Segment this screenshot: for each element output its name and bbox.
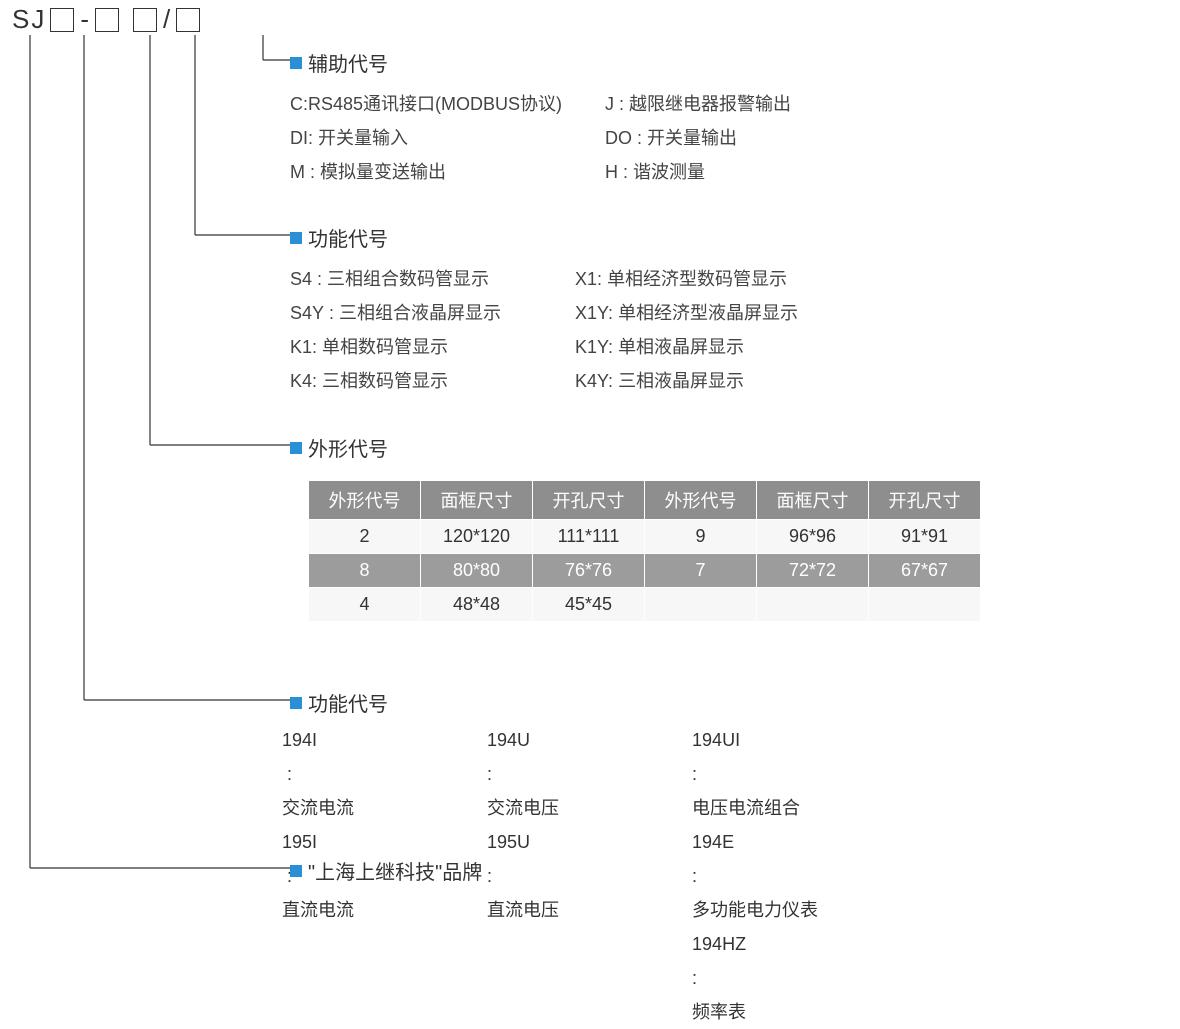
code-sep-dash: - [78, 4, 91, 35]
func1-title-row: 功能代号 [290, 223, 885, 252]
table-header: 面框尺寸 [757, 481, 869, 520]
bullet-icon [290, 697, 302, 709]
aux-item: J : 越限继电器报警输出 [605, 87, 915, 121]
table-header-row: 外形代号 面框尺寸 开孔尺寸 外形代号 面框尺寸 开孔尺寸 [309, 481, 981, 520]
aux-item: DO : 开关量输出 [605, 121, 915, 155]
func1-title: 功能代号 [308, 223, 388, 252]
bullet-icon [290, 442, 302, 454]
func2-item: 195U: 直流电压 [487, 825, 687, 927]
code-box-1 [50, 8, 74, 32]
func1-item: S4 : 三相组合数码管显示 [290, 262, 570, 296]
table-row: 2 120*120 111*111 9 96*96 91*91 [309, 520, 981, 554]
func1-item: K4: 三相数码管显示 [290, 364, 570, 398]
func1-items: S4 : 三相组合数码管显示 X1: 单相经济型数码管显示 S4Y : 三相组合… [290, 262, 885, 398]
section-shape: 外形代号 外形代号 面框尺寸 开孔尺寸 外形代号 面框尺寸 开孔尺寸 2 120… [290, 433, 981, 622]
table-header: 开孔尺寸 [533, 481, 645, 520]
shape-title: 外形代号 [308, 433, 388, 462]
func2-item [282, 995, 482, 1029]
code-prefix: SJ [12, 4, 46, 35]
bullet-icon [290, 865, 302, 877]
table-row: 8 80*80 76*76 7 72*72 67*67 [309, 554, 981, 588]
aux-title: 辅助代号 [308, 48, 388, 77]
func2-item [487, 995, 687, 1029]
aux-item: M : 模拟量变送输出 [290, 155, 600, 189]
bullet-icon [290, 232, 302, 244]
func1-item: K1Y: 单相液晶屏显示 [575, 330, 885, 364]
table-header: 外形代号 [309, 481, 421, 520]
table-header: 面框尺寸 [421, 481, 533, 520]
code-box-3 [133, 8, 157, 32]
func2-item: 194U: 交流电压 [487, 723, 687, 825]
brand-title: "上海上继科技"品牌 [308, 856, 482, 885]
section-brand: "上海上继科技"品牌 [290, 856, 482, 885]
shape-title-row: 外形代号 [290, 433, 981, 462]
aux-items: C:RS485通讯接口(MODBUS协议) J : 越限继电器报警输出 DI: … [290, 87, 915, 189]
table-header: 外形代号 [645, 481, 757, 520]
aux-item: H : 谐波测量 [605, 155, 915, 189]
brand-title-row: "上海上继科技"品牌 [290, 856, 482, 885]
table-row: 4 48*48 45*45 [309, 588, 981, 622]
section-aux: 辅助代号 C:RS485通讯接口(MODBUS协议) J : 越限继电器报警输出… [290, 48, 915, 189]
func1-item: K1: 单相数码管显示 [290, 330, 570, 364]
func2-title: 功能代号 [308, 688, 388, 717]
func2-item: 194E: 多功能电力仪表 [692, 825, 892, 927]
code-box-4 [176, 8, 200, 32]
product-code-row: SJ - / [12, 4, 200, 35]
func1-item: S4Y : 三相组合液晶屏显示 [290, 296, 570, 330]
func2-item: 194I : 交流电流 [282, 723, 482, 825]
aux-title-row: 辅助代号 [290, 48, 915, 77]
func2-title-row: 功能代号 [290, 688, 892, 717]
func1-item: X1: 单相经济型数码管显示 [575, 262, 885, 296]
section-func1: 功能代号 S4 : 三相组合数码管显示 X1: 单相经济型数码管显示 S4Y :… [290, 223, 885, 398]
shape-table: 外形代号 面框尺寸 开孔尺寸 外形代号 面框尺寸 开孔尺寸 2 120*120 … [308, 480, 981, 622]
func2-item: 194HZ: 频率表 [692, 927, 892, 1029]
bullet-icon [290, 57, 302, 69]
func1-item: X1Y: 单相经济型液晶屏显示 [575, 296, 885, 330]
code-box-2 [95, 8, 119, 32]
diagram-stage: SJ - / 辅助代号 C:RS485通讯接口(MODBUS协议) J : 越限… [0, 0, 1180, 906]
aux-item: DI: 开关量输入 [290, 121, 600, 155]
code-sep-slash: / [161, 4, 172, 35]
func2-item: 194UI: 电压电流组合 [692, 723, 892, 825]
func1-item: K4Y: 三相液晶屏显示 [575, 364, 885, 398]
aux-item: C:RS485通讯接口(MODBUS协议) [290, 87, 600, 121]
table-header: 开孔尺寸 [869, 481, 981, 520]
